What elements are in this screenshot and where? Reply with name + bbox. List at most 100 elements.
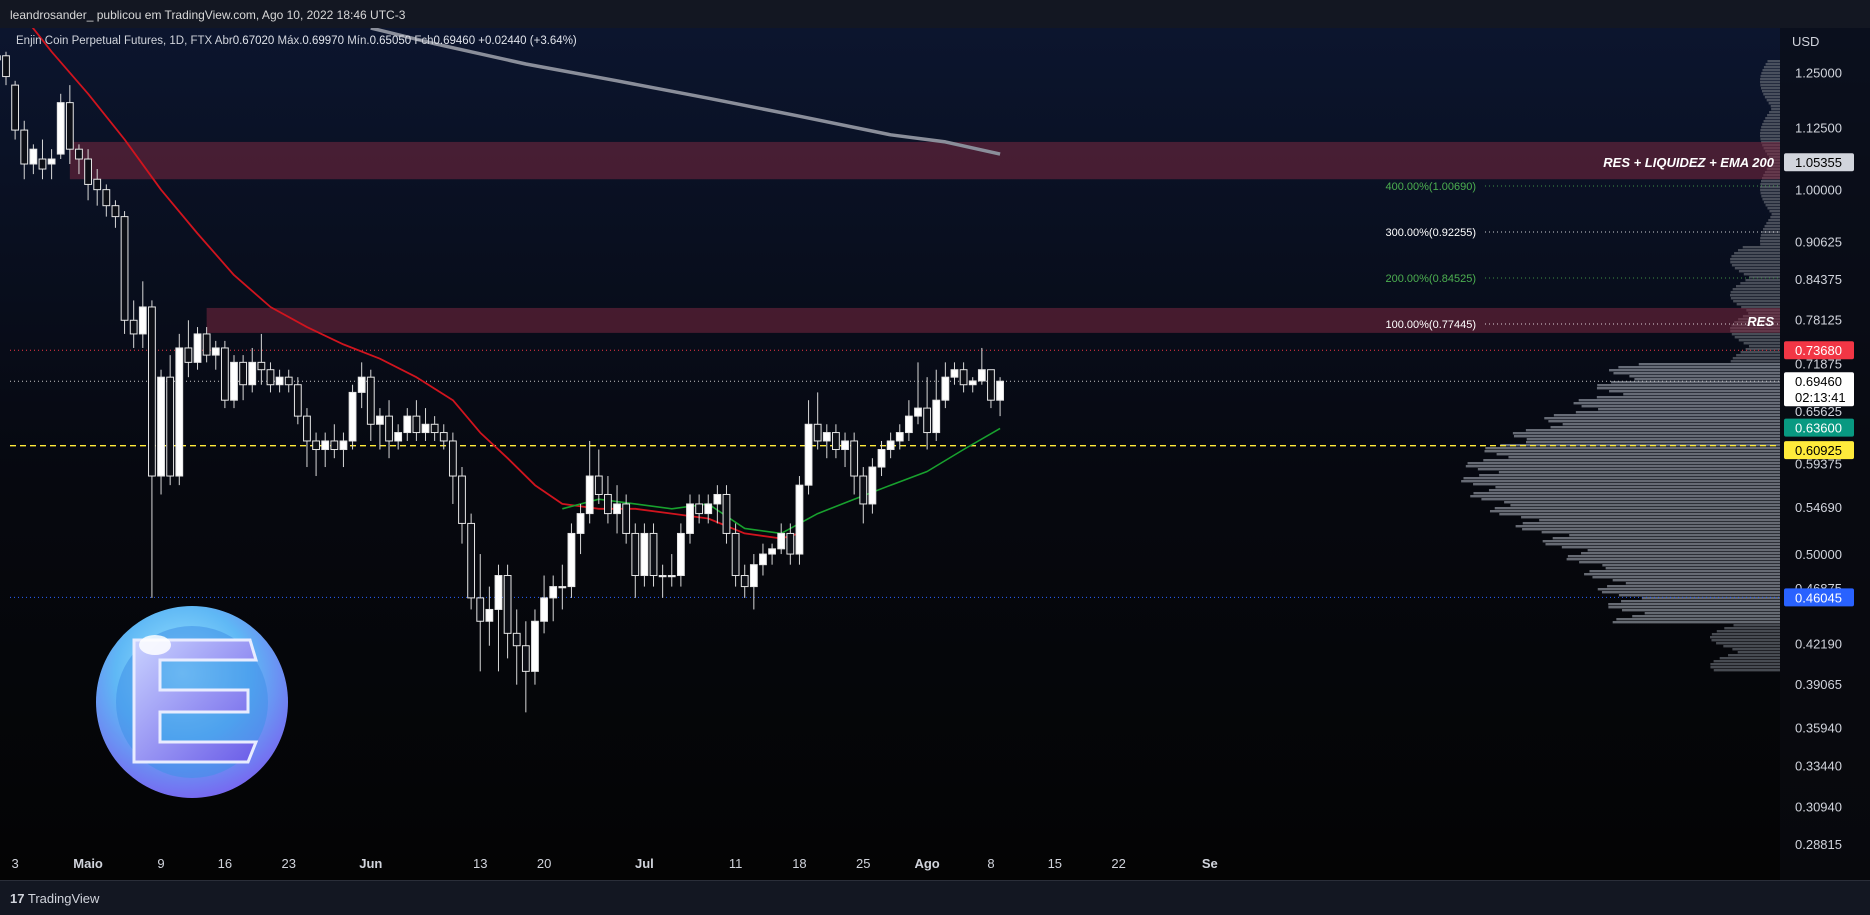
volume-profile-bar bbox=[1575, 411, 1780, 414]
price-badge bbox=[1784, 588, 1854, 607]
tradingview-logo[interactable]: 17 TradingView bbox=[10, 891, 99, 906]
candle-body bbox=[895, 432, 904, 442]
volume-profile-bar bbox=[1623, 393, 1780, 396]
open-label: Abr bbox=[214, 35, 233, 47]
volume-profile-bar bbox=[1770, 105, 1780, 108]
candle-body bbox=[175, 347, 184, 477]
candle-body bbox=[822, 432, 831, 442]
y-tick-label: 1.12500 bbox=[1795, 121, 1842, 136]
volume-profile-bar bbox=[1765, 204, 1780, 207]
candle-body bbox=[330, 440, 339, 451]
candle-body bbox=[813, 423, 822, 442]
symbol-title[interactable]: Enjin Coin Perpetual Futures, 1D, FTX bbox=[16, 35, 213, 47]
zone-rect bbox=[69, 141, 1781, 180]
volume-profile-bar bbox=[1761, 72, 1780, 75]
volume-profile-bar bbox=[1768, 219, 1780, 222]
volume-profile-bar bbox=[1719, 657, 1780, 660]
price-badge bbox=[1784, 341, 1854, 360]
volume-profile-bar bbox=[1741, 306, 1780, 309]
volume-profile-bar bbox=[1724, 627, 1780, 630]
candle-body bbox=[421, 423, 430, 434]
volume-profile-bar bbox=[1550, 426, 1780, 429]
candle-body bbox=[503, 575, 512, 634]
candle-body bbox=[193, 333, 202, 363]
price-badge-label: 0.60925 bbox=[1795, 443, 1842, 458]
x-axis[interactable]: 3 Maio 9 16 23 Jun 13 20 Jul 11 18 25 Ago 8 15 22 Se bbox=[12, 856, 1218, 871]
candle-body bbox=[576, 513, 585, 534]
price-badge-label: 0.73680 bbox=[1795, 343, 1842, 358]
volume-profile-bar bbox=[1763, 120, 1780, 123]
candle-body bbox=[75, 148, 83, 160]
volume-profile-bar bbox=[1763, 66, 1780, 69]
candle-body bbox=[667, 575, 676, 578]
tradingview-logo-icon: 17 bbox=[10, 891, 25, 906]
volume-profile-bar bbox=[1618, 366, 1780, 369]
volume-profile-bar bbox=[1736, 303, 1780, 306]
volume-profile-bar bbox=[1766, 222, 1780, 225]
volume-profile-bar bbox=[1495, 486, 1780, 489]
candle-body bbox=[786, 532, 795, 555]
volume-profile-bar bbox=[1760, 186, 1780, 189]
volume-profile-bar bbox=[1740, 282, 1780, 285]
volume-profile-bar bbox=[1477, 468, 1780, 471]
volume-profile-bar bbox=[1526, 438, 1780, 441]
fib-label: 400.00%(1.00690) bbox=[1385, 181, 1476, 193]
price-badge-label: 1.05355 bbox=[1795, 155, 1842, 170]
candle-body bbox=[248, 361, 257, 386]
price-badge bbox=[1784, 153, 1854, 172]
candle-body bbox=[531, 620, 539, 672]
volume-profile-bar bbox=[1769, 111, 1780, 114]
x-tick-label: 15 bbox=[1048, 856, 1062, 871]
volume-profile-bar bbox=[1597, 588, 1780, 591]
candle-body bbox=[120, 216, 129, 321]
volume-profile-bar bbox=[1494, 507, 1780, 510]
candle-body bbox=[704, 503, 713, 515]
candle-body bbox=[166, 376, 175, 477]
volume-profile-bar bbox=[1762, 69, 1780, 72]
candle-body bbox=[230, 361, 238, 401]
volume-profile-bar bbox=[1761, 195, 1780, 198]
volume-profile-bar bbox=[1743, 342, 1780, 345]
candle-body bbox=[795, 484, 804, 555]
volume-profile-bar bbox=[1625, 582, 1780, 585]
volume-profile-bar bbox=[1634, 378, 1780, 381]
volume-profile-bar bbox=[1737, 249, 1780, 252]
y-tick-label: 0.84375 bbox=[1795, 272, 1842, 287]
candle-body bbox=[102, 189, 111, 207]
candle-body bbox=[658, 575, 667, 578]
volume-profile-bar bbox=[1552, 537, 1780, 540]
volume-profile-bar bbox=[1745, 279, 1780, 282]
candle-body bbox=[357, 376, 366, 393]
volume-profile-bar bbox=[1713, 660, 1780, 663]
candle-body bbox=[138, 306, 147, 335]
x-tick-label: Jul bbox=[635, 856, 654, 871]
x-tick-label: Maio bbox=[73, 856, 103, 871]
y-axis[interactable]: USD 1.25000 1.12500 1.05355 1.00000 0.90625 0.… bbox=[1780, 28, 1870, 880]
price-chart[interactable]: RES + LIQUIDEZ + EMA 200 RES 400.00%(1.00… bbox=[0, 0, 1870, 880]
volume-profile-bar bbox=[1760, 237, 1780, 240]
candle-body bbox=[348, 391, 357, 442]
candle-body bbox=[303, 415, 311, 442]
volume-profile-bar bbox=[1740, 351, 1780, 354]
volume-profile-bar bbox=[1608, 606, 1780, 609]
volume-profile-bar bbox=[1736, 354, 1780, 357]
volume-profile-bar bbox=[1738, 270, 1780, 273]
volume-profile-bar bbox=[1567, 555, 1780, 558]
volume-profile-bar bbox=[1609, 390, 1780, 393]
y-tick-label: 0.78125 bbox=[1795, 312, 1842, 327]
volume-profile-bar bbox=[1602, 564, 1780, 567]
volume-profile-bar bbox=[1730, 360, 1780, 363]
volume-profile-bar bbox=[1584, 573, 1780, 576]
tradingview-brand: TradingView bbox=[27, 891, 100, 906]
volume-profile-bar bbox=[1723, 645, 1780, 648]
x-tick-label: 3 bbox=[12, 856, 19, 871]
volume-profile-bar bbox=[1553, 414, 1780, 417]
candle-body bbox=[713, 493, 722, 505]
volume-profile-bar bbox=[1510, 504, 1780, 507]
volume-profile-bar bbox=[1771, 108, 1780, 111]
volume-profile-bar bbox=[1598, 408, 1780, 411]
price-badge-label: 0.46045 bbox=[1795, 590, 1842, 605]
volume-profile-bar bbox=[1731, 264, 1780, 267]
volume-profile-bar bbox=[1612, 579, 1780, 582]
candle-body bbox=[877, 449, 886, 468]
